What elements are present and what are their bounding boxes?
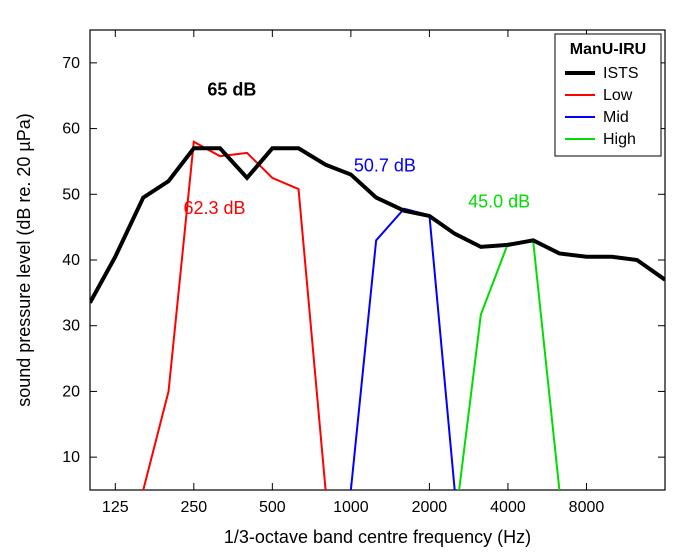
chart-svg: 10 20 30 40 50 60 70 125 250 500 1000 2000 4000 8000 1… [0,0,687,557]
chart-container: 10 20 30 40 50 60 70 125 250 500 1000 2000 4000 8000 1… [0,0,687,557]
annotation-label: 65 dB [207,80,256,100]
annotation-label: 62.3 dB [183,198,245,218]
x-tick-label: 4000 [490,499,526,516]
x-tick-label: 8000 [569,499,605,516]
x-tick-label: 500 [259,499,286,516]
y-tick-label: 50 [62,186,80,203]
x-tick-label: 125 [102,499,129,516]
x-tick-label: 250 [180,499,207,516]
x-tick-label: 1000 [333,499,369,516]
y-axis-label: sound pressure level (dB re. 20 µPa) [14,113,34,407]
y-tick-label: 10 [62,449,80,466]
y-tick-label: 20 [62,383,80,400]
legend-item-label: ISTS [603,65,639,82]
y-tick-label: 30 [62,318,80,335]
legend-item-label: Mid [603,109,629,126]
annotation-label: 50.7 dB [354,155,416,175]
legend-item-label: Low [603,87,633,104]
y-tick-label: 70 [62,55,80,72]
legend: ManU-IRU ISTS Low Mid High [555,34,661,156]
x-tick-label: 2000 [412,499,448,516]
y-tick-label: 60 [62,121,80,138]
legend-item-label: High [603,131,636,148]
x-axis-label: 1/3-octave band centre frequency (Hz) [224,527,531,547]
y-tick-label: 40 [62,252,80,269]
legend-title: ManU-IRU [570,41,646,58]
annotation-label: 45.0 dB [468,191,530,211]
